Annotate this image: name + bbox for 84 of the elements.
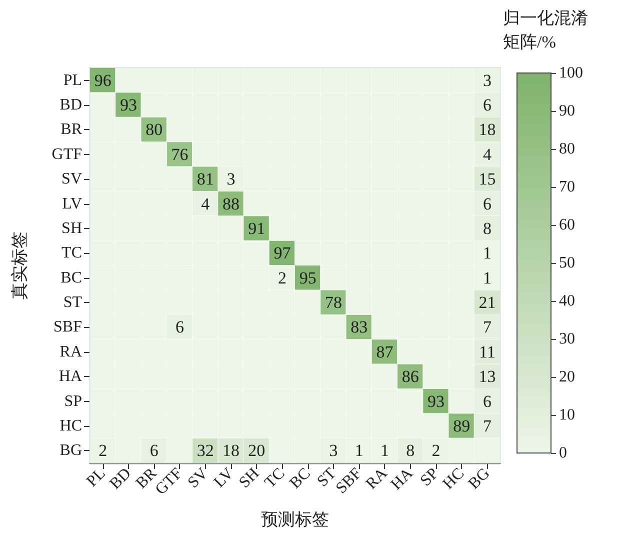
x-tick-label: HC — [440, 464, 468, 493]
data-label: 1 — [380, 441, 389, 460]
y-tick-label: SBF — [54, 318, 82, 336]
data-label: 4 — [482, 144, 492, 164]
color-bar-label: 50 — [559, 254, 575, 272]
data-label: 1 — [354, 441, 364, 460]
data-label: 32 — [196, 441, 214, 460]
y-tick-label: HC — [60, 417, 82, 434]
data-label: 4 — [201, 194, 210, 214]
color-bar-label: 100 — [559, 64, 583, 82]
y-tick-label: SH — [62, 220, 82, 237]
data-label: 91 — [248, 218, 266, 238]
data-label: 6 — [175, 318, 184, 337]
data-label: 81 — [196, 170, 214, 189]
data-label: 83 — [350, 318, 368, 337]
data-label: 86 — [402, 367, 419, 386]
x-tick-label: BD — [106, 464, 134, 493]
data-label: 8 — [482, 218, 492, 238]
data-label: 13 — [478, 367, 496, 386]
y-axis-title: 真实标签 — [10, 232, 29, 300]
data-label: 93 — [120, 96, 137, 115]
x-tick-label: SP — [417, 464, 442, 490]
color-bar-label: 20 — [559, 368, 575, 386]
y-tick-label: BD — [60, 96, 82, 114]
x-tick-label: LV — [210, 464, 238, 492]
data-label: 15 — [478, 170, 496, 189]
data-label: 6 — [482, 392, 492, 411]
data-label: 76 — [171, 144, 188, 164]
data-label: 3 — [329, 441, 338, 460]
y-tick-label: HA — [58, 368, 82, 386]
data-label: 1 — [482, 268, 492, 288]
y-tick-label: TC — [62, 244, 82, 262]
data-label: 2 — [98, 441, 108, 460]
color-bar-title: 归一化混淆矩阵/% — [503, 8, 588, 52]
data-label: 6 — [482, 96, 492, 115]
y-tick-label: LV — [62, 195, 82, 212]
data-label: 21 — [478, 293, 496, 312]
color-bar-label: 70 — [559, 178, 575, 196]
color-bar-label: 10 — [559, 406, 575, 424]
x-tick-label: BC — [286, 464, 314, 492]
color-bar-label: 90 — [559, 102, 575, 120]
color-bar-label: 60 — [559, 216, 575, 234]
data-label: 18 — [222, 441, 240, 460]
data-label: 18 — [478, 120, 496, 140]
x-tick-label: SV — [184, 464, 212, 492]
data-label: 1 — [482, 244, 492, 263]
x-axis-title: 预测标签 — [261, 510, 329, 529]
data-label: 2 — [432, 441, 440, 460]
color-bar-label: 40 — [559, 292, 575, 310]
color-bar-label: 30 — [559, 330, 575, 348]
y-tick-label: RA — [60, 343, 82, 360]
data-label: 8 — [406, 441, 415, 460]
data-label: 11 — [479, 342, 496, 362]
color-bar-label: 0 — [559, 444, 567, 462]
y-tick-label: ST — [63, 294, 82, 312]
data-label: 6 — [482, 194, 492, 214]
y-tick-label: GTF — [52, 146, 82, 163]
data-label: 20 — [248, 441, 266, 460]
data-label: 97 — [274, 244, 292, 263]
y-tick-label: SP — [64, 392, 82, 410]
x-tick-label: TC — [262, 464, 288, 492]
data-label: 80 — [146, 120, 163, 140]
y-tick-label: SV — [62, 170, 82, 188]
data-label: 89 — [453, 416, 470, 436]
data-label: 88 — [222, 194, 240, 214]
data-label: 96 — [94, 70, 112, 90]
x-tick-label: SH — [236, 464, 263, 492]
data-label: 7 — [482, 416, 492, 436]
x-tick-label: BG — [465, 464, 494, 493]
color-bar-label: 80 — [559, 140, 575, 158]
data-label: 78 — [324, 293, 342, 312]
y-tick-label: BG — [60, 442, 82, 460]
data-label: 3 — [482, 70, 492, 90]
data-label: 7 — [482, 318, 492, 337]
data-label: 6 — [150, 441, 158, 460]
x-tick-label: PL — [84, 464, 109, 490]
data-label: 95 — [299, 268, 316, 288]
y-tick-label: BC — [60, 269, 82, 286]
y-tick-label: PL — [63, 72, 82, 89]
y-tick-label: BR — [60, 121, 82, 138]
data-label: 2 — [278, 268, 286, 288]
data-label: 93 — [427, 392, 444, 411]
data-label: 87 — [376, 342, 394, 362]
data-label: 3 — [226, 170, 236, 189]
